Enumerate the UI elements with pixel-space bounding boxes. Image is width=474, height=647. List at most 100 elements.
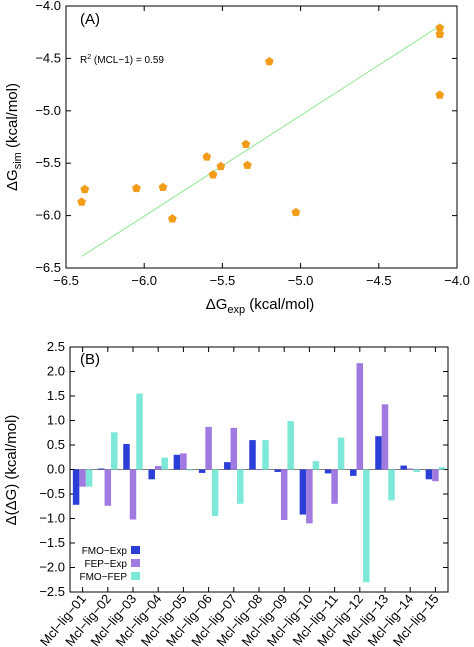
- scatter-point: [435, 29, 445, 39]
- bar: [154, 466, 162, 470]
- bar: [230, 427, 238, 470]
- scatter-point: [208, 170, 218, 179]
- bar: [280, 469, 288, 520]
- bar: [237, 469, 244, 504]
- bar: [161, 457, 168, 470]
- bar: [224, 462, 231, 470]
- bar: [186, 469, 194, 471]
- x-tick-label: −5.5: [210, 273, 236, 288]
- y-tick-label: −5.0: [35, 103, 61, 118]
- bar: [306, 469, 313, 524]
- bar: [274, 469, 281, 472]
- scatter-point: [243, 160, 252, 170]
- bar: [98, 468, 105, 470]
- y-tick-label: −4.5: [35, 50, 61, 65]
- bar: [198, 469, 206, 473]
- y-tick-label: −1.0: [39, 511, 65, 526]
- panel-a-y-ticks: −4.0 −4.5 −5.0 −5.5 −6.0 −6.5: [35, 0, 457, 275]
- panel-b-y-ticks: 2.5 2.0 1.5 1.0 0.5 0.0 −0.5 −1.0 −1.5 −2.0 −2.5: [39, 339, 448, 599]
- bar: [388, 469, 395, 501]
- y-tick-label: −6.5: [35, 260, 61, 275]
- y-tick-label: 0.5: [47, 437, 65, 452]
- panel-a: (A) R2 (MCL−1) = 0.59 −6.5 −6.0 −5.5 −5.0 −4…: [4, 0, 470, 316]
- scatter-point: [291, 207, 301, 217]
- scatter-point: [435, 23, 445, 32]
- x-tick-label: −6.5: [53, 273, 79, 288]
- panel-a-frame: [65, 5, 458, 269]
- bar: [111, 432, 118, 470]
- bar: [180, 453, 187, 470]
- bar: [324, 469, 332, 474]
- bar: [255, 469, 263, 471]
- bar: [432, 469, 439, 482]
- bar: [413, 469, 420, 472]
- bar: [173, 454, 181, 470]
- scatter-point: [202, 152, 212, 161]
- scatter-point: [80, 184, 90, 194]
- y-tick-label: −4.0: [35, 0, 61, 13]
- bar: [287, 420, 294, 470]
- scatter-point: [435, 90, 445, 99]
- bar: [299, 469, 307, 515]
- bar: [312, 461, 320, 470]
- bar: [205, 426, 212, 470]
- panel-b-y-axis-label: Δ(ΔG) (kcal/mol): [3, 415, 20, 526]
- legend: FMO−Exp FEP−Exp FMO−FEP: [79, 546, 140, 583]
- scatter-point: [241, 139, 251, 149]
- y-tick-label: 1.5: [47, 388, 65, 403]
- x-tick-label: −4.0: [444, 273, 470, 288]
- bar: [211, 469, 219, 517]
- r2-annotation: R2 (MCL−1) = 0.59: [80, 54, 164, 66]
- panel-b-category-labels: Mcl−lig−01Mcl−lig−02Mcl−lig−03Mcl−lig−04…: [37, 347, 442, 647]
- bar: [79, 469, 86, 487]
- y-tick-label: 2.5: [47, 339, 65, 354]
- panel-a-x-ticks: −6.5 −6.0 −5.5 −5.0 −4.5 −4.0: [53, 6, 470, 288]
- panel-a-x-axis-label: ΔGexp (kcal/mol): [206, 296, 315, 316]
- bar: [123, 444, 130, 470]
- scatter-points: [77, 23, 445, 223]
- legend-swatch: [131, 572, 140, 580]
- bar: [331, 469, 338, 504]
- bar: [425, 469, 433, 480]
- bar: [85, 469, 93, 487]
- regression-line: [81, 24, 442, 257]
- legend-label: FEP−Exp: [84, 559, 127, 570]
- panel-a-label: (A): [80, 11, 100, 28]
- y-tick-label: −1.5: [39, 535, 65, 550]
- bar: [400, 465, 407, 470]
- bar: [350, 469, 357, 476]
- scatter-point: [132, 183, 141, 193]
- bar: [249, 440, 256, 470]
- y-tick-label: −2.0: [39, 560, 65, 575]
- legend-label: FMO−Exp: [82, 546, 128, 557]
- panel-b-label: (B): [80, 351, 100, 368]
- y-tick-label: 1.0: [47, 413, 65, 428]
- bar: [129, 469, 137, 520]
- panel-a-y-axis-label: ΔGsim (kcal/mol): [4, 83, 24, 191]
- bar: [337, 437, 345, 470]
- bar: [262, 440, 269, 470]
- x-tick-label: −4.5: [366, 273, 392, 288]
- x-tick-label: −5.0: [288, 273, 314, 288]
- legend-swatch: [131, 546, 140, 554]
- bar: [356, 363, 364, 470]
- y-tick-label: −0.5: [39, 486, 65, 501]
- scatter-point: [167, 214, 177, 223]
- legend-swatch: [131, 559, 140, 567]
- scatter-point: [216, 161, 226, 171]
- bar: [406, 468, 414, 470]
- bar: [148, 469, 155, 480]
- scatter-point: [77, 197, 87, 206]
- bar: [363, 469, 370, 583]
- y-tick-label: −2.5: [39, 584, 65, 599]
- bar: [72, 469, 80, 505]
- y-tick-label: 0.0: [47, 462, 65, 477]
- bar: [438, 467, 446, 470]
- bar: [381, 404, 389, 470]
- legend-label: FMO−FEP: [79, 572, 127, 583]
- y-tick-label: −5.5: [35, 155, 61, 170]
- y-tick-label: −6.0: [35, 208, 61, 223]
- x-tick-label: −6.0: [131, 273, 157, 288]
- bar: [136, 393, 143, 470]
- bar: [104, 469, 112, 506]
